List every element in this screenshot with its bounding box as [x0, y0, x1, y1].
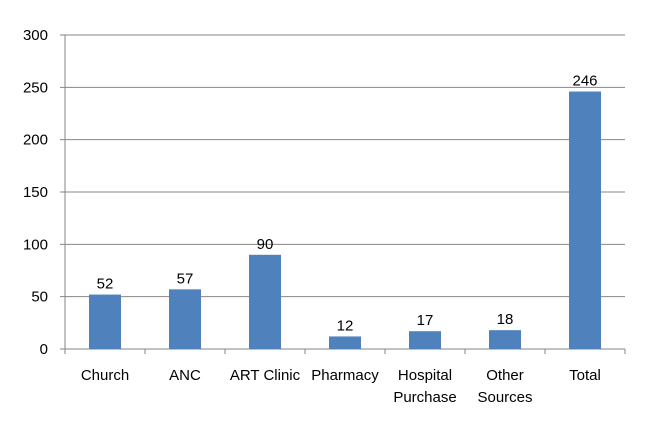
bar [169, 289, 201, 349]
data-label: 12 [337, 317, 354, 334]
bar [89, 294, 121, 349]
x-tick-label: Church [81, 367, 129, 384]
data-label: 90 [257, 236, 274, 253]
x-tick-label: Hospital Purchase [393, 367, 456, 406]
gridlines [60, 34, 625, 350]
data-label: 18 [497, 311, 514, 328]
y-tick-label: 0 [40, 341, 48, 358]
x-axis-tick-labels: Church ANC ART Clinic Pharmacy Hospital Purch… [81, 367, 601, 406]
y-tick-label: 300 [23, 27, 48, 44]
bar [409, 331, 441, 349]
bar [249, 254, 281, 349]
x-tick-label: Total [569, 367, 601, 384]
data-label: 17 [417, 312, 434, 329]
x-tick-label: Pharmacy [311, 367, 379, 384]
bar [569, 91, 601, 350]
data-label: 52 [97, 276, 114, 293]
x-axis [64, 349, 626, 354]
data-label: 246 [572, 73, 597, 90]
y-tick-label: 150 [23, 184, 48, 201]
y-tick-label: 200 [23, 132, 48, 149]
y-tick-label: 50 [31, 289, 48, 306]
y-tick-label: 100 [23, 236, 48, 253]
bar [489, 330, 521, 349]
x-tick-label: Other Sources [477, 367, 532, 406]
x-tick-label: ART Clinic [230, 367, 301, 384]
y-axis-tick-labels: 0 50 100 150 200 250 300 [23, 27, 48, 358]
x-tick-label: ANC [169, 367, 201, 384]
bars [89, 91, 601, 350]
data-labels: 52 57 90 12 17 18 246 [97, 73, 598, 335]
data-label: 57 [177, 270, 194, 287]
y-tick-label: 250 [23, 79, 48, 96]
bar [329, 336, 361, 349]
